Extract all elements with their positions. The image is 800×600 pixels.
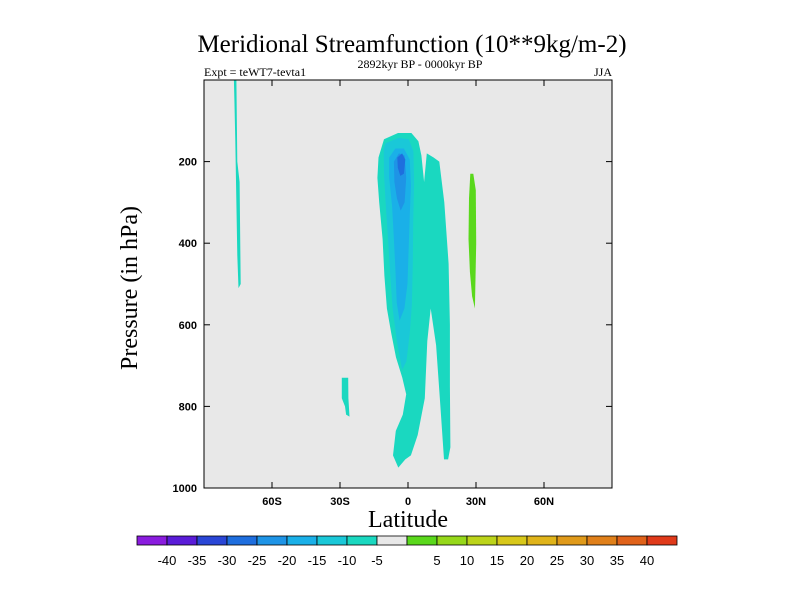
colorbar-label: -25 xyxy=(248,553,267,568)
colorbar-swatch xyxy=(196,535,228,546)
colorbar-swatch xyxy=(556,535,588,546)
chart-title: Meridional Streamfunction (10**9kg/m-2) xyxy=(197,31,626,58)
colorbar-label: 10 xyxy=(460,553,474,568)
colorbar-label: 35 xyxy=(610,553,624,568)
x-tick-label: 30N xyxy=(466,496,486,508)
colorbar-swatch xyxy=(466,535,498,546)
contour-region-band-75S xyxy=(233,80,241,289)
colorbar-swatch xyxy=(226,535,258,546)
colorbar-label: -5 xyxy=(371,553,383,568)
y-tick-label: 800 xyxy=(179,401,197,413)
colorbar-swatch xyxy=(166,535,198,546)
experiment-label: Expt = teWT7-tevta1 xyxy=(204,65,306,79)
colorbar-swatch xyxy=(286,535,318,546)
x-tick-label: 60S xyxy=(262,496,282,508)
colorbar-swatch xyxy=(136,535,168,546)
contour-region-main-cell-core xyxy=(389,148,411,321)
colorbar: -40 -35 -30 -25 -20 -15 -10 -5 5 10 15 20 25 30 35 40 xyxy=(136,535,678,568)
colorbar-label: -35 xyxy=(188,553,207,568)
contour-region-positive-25N xyxy=(468,173,477,309)
colorbar-label: 20 xyxy=(520,553,534,568)
x-tick-label: 30S xyxy=(330,496,350,508)
colorbar-swatch xyxy=(316,535,348,546)
y-tick-label: 400 xyxy=(179,238,197,250)
colorbar-label: 15 xyxy=(490,553,504,568)
colorbar-swatch xyxy=(376,535,408,546)
colorbar-label: -30 xyxy=(218,553,237,568)
y-tick-label: 200 xyxy=(179,157,197,169)
contour-region-blob-30S xyxy=(341,377,350,417)
colorbar-swatch xyxy=(586,535,618,546)
y-tick-label: 600 xyxy=(179,320,197,332)
y-axis-label: Pressure (in hPa) xyxy=(117,206,143,370)
contour-regions xyxy=(233,80,477,468)
axis-ticks: 60S 30S 0 30N 60N 200 400 600 800 1000 xyxy=(173,80,612,508)
colorbar-swatch xyxy=(616,535,648,546)
colorbar-swatch xyxy=(646,535,678,546)
colorbar-label: -20 xyxy=(278,553,297,568)
colorbar-label: -40 xyxy=(158,553,177,568)
colorbar-swatch xyxy=(256,535,288,546)
colorbar-label: 5 xyxy=(433,553,440,568)
colorbar-swatch xyxy=(406,535,438,546)
colorbar-swatch xyxy=(436,535,468,546)
x-tick-label: 60N xyxy=(534,496,554,508)
y-tick-label: 1000 xyxy=(173,483,197,495)
time-range-label: 2892kyr BP - 0000kyr BP xyxy=(358,57,483,71)
colorbar-swatch xyxy=(496,535,528,546)
x-axis-label: Latitude xyxy=(368,507,448,533)
x-tick-label: 0 xyxy=(405,496,411,508)
colorbar-swatch xyxy=(346,535,378,546)
colorbar-swatch xyxy=(526,535,558,546)
colorbar-label: 40 xyxy=(640,553,654,568)
season-label: JJA xyxy=(594,65,612,79)
colorbar-label: -15 xyxy=(308,553,327,568)
colorbar-label: -10 xyxy=(338,553,357,568)
contour-region-main-cell-max xyxy=(397,153,406,176)
colorbar-label: 30 xyxy=(580,553,594,568)
colorbar-label: 25 xyxy=(550,553,564,568)
